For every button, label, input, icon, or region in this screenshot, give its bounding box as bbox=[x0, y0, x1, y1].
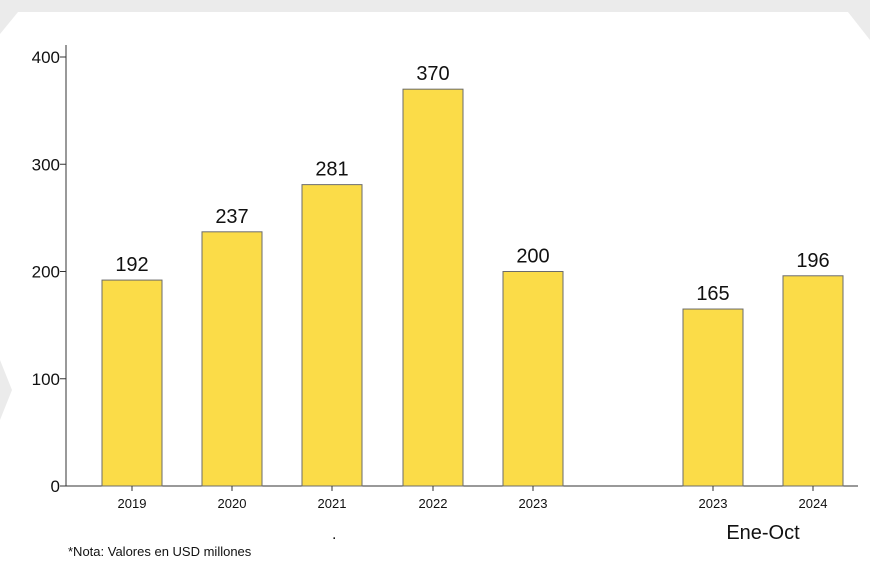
stray-dot-mark: . bbox=[332, 526, 337, 543]
x-tick-label: 2024 bbox=[799, 496, 828, 511]
bar bbox=[502, 271, 564, 487]
y-tick-label: 300 bbox=[32, 155, 60, 174]
bar-value-label: 165 bbox=[696, 283, 729, 305]
chart-data-labels: 192 237 281 370 200 165 196 bbox=[115, 63, 829, 305]
x-tick-label: 2021 bbox=[318, 496, 347, 511]
bar bbox=[201, 231, 263, 487]
x-tick-label: 2020 bbox=[218, 496, 247, 511]
y-tick-label: 0 bbox=[51, 477, 60, 496]
x-tick-label: 2022 bbox=[419, 496, 448, 511]
bar bbox=[782, 275, 844, 487]
x-tick-label: 2023 bbox=[519, 496, 548, 511]
chart-axes: 0 100 200 300 400 bbox=[32, 45, 858, 496]
bar-value-label: 192 bbox=[115, 254, 148, 276]
y-tick-label: 100 bbox=[32, 370, 60, 389]
chart-bars bbox=[101, 88, 844, 487]
bar bbox=[101, 279, 163, 487]
bar-value-label: 200 bbox=[516, 246, 549, 268]
x-tick-label: 2023 bbox=[699, 496, 728, 511]
bar-value-label: 370 bbox=[416, 63, 449, 85]
x-tick-label: 2019 bbox=[118, 496, 147, 511]
footnote: *Nota: Valores en USD millones bbox=[68, 544, 252, 559]
y-tick-label: 200 bbox=[32, 263, 60, 282]
bar bbox=[402, 88, 464, 487]
bar bbox=[682, 308, 744, 487]
bar-value-label: 237 bbox=[215, 206, 248, 228]
bar bbox=[301, 184, 363, 487]
chart-x-tick-labels: 2019 2020 2021 2022 2023 2023 2024 bbox=[118, 486, 828, 511]
y-tick-label: 400 bbox=[32, 48, 60, 67]
bar-value-label: 281 bbox=[315, 159, 348, 181]
group-label-ene-oct: Ene-Oct bbox=[726, 522, 800, 544]
bar-value-label: 196 bbox=[796, 250, 829, 272]
